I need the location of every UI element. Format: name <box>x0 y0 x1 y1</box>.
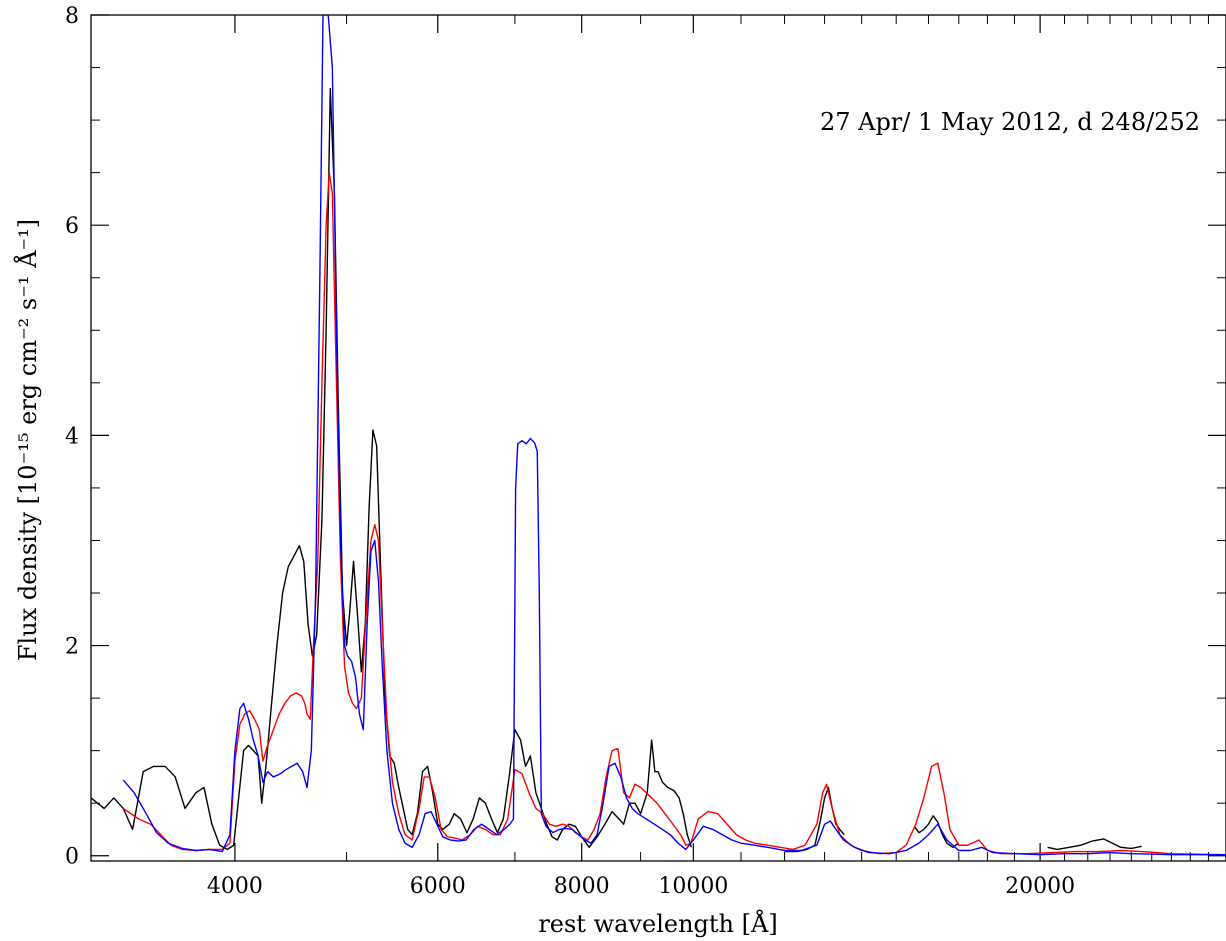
observed-spectrum-line-segment-0 <box>91 87 692 851</box>
y-tick-label: 2 <box>65 635 79 660</box>
x-tick-label: 8000 <box>554 874 610 899</box>
series-layer <box>91 15 1226 856</box>
y-tick-label: 6 <box>65 214 79 239</box>
y-tick-label: 0 <box>65 845 79 870</box>
y-tick-label: 8 <box>65 4 79 29</box>
y-tick-labels: 0 2 4 6 8 <box>65 4 79 870</box>
chart-annotation: 27 Apr/ 1 May 2012, d 248/252 <box>820 108 1200 136</box>
y-axis-label: Flux density [10⁻¹⁵ erg cm⁻² s⁻¹ Å⁻¹] <box>13 219 42 661</box>
model-red-line-segment-0 <box>122 171 1226 856</box>
plot-frame <box>90 14 1226 862</box>
x-tick-label: 10000 <box>658 874 728 899</box>
observed-spectrum-line-segment-2 <box>913 815 960 849</box>
x-axis-label: rest wavelength [Å] <box>538 909 777 938</box>
x-tick-label: 20000 <box>1005 874 1075 899</box>
minor-ticks <box>90 15 1226 861</box>
model-blue-line-segment-0 <box>122 15 1226 856</box>
observed-spectrum-line-segment-3 <box>1047 838 1142 851</box>
x-tick-labels: 4000 6000 8000 10000 20000 <box>207 874 1075 899</box>
x-tick-label: 4000 <box>207 874 263 899</box>
x-tick-label: 6000 <box>410 874 466 899</box>
major-ticks <box>91 14 1226 861</box>
y-tick-label: 4 <box>65 424 79 449</box>
